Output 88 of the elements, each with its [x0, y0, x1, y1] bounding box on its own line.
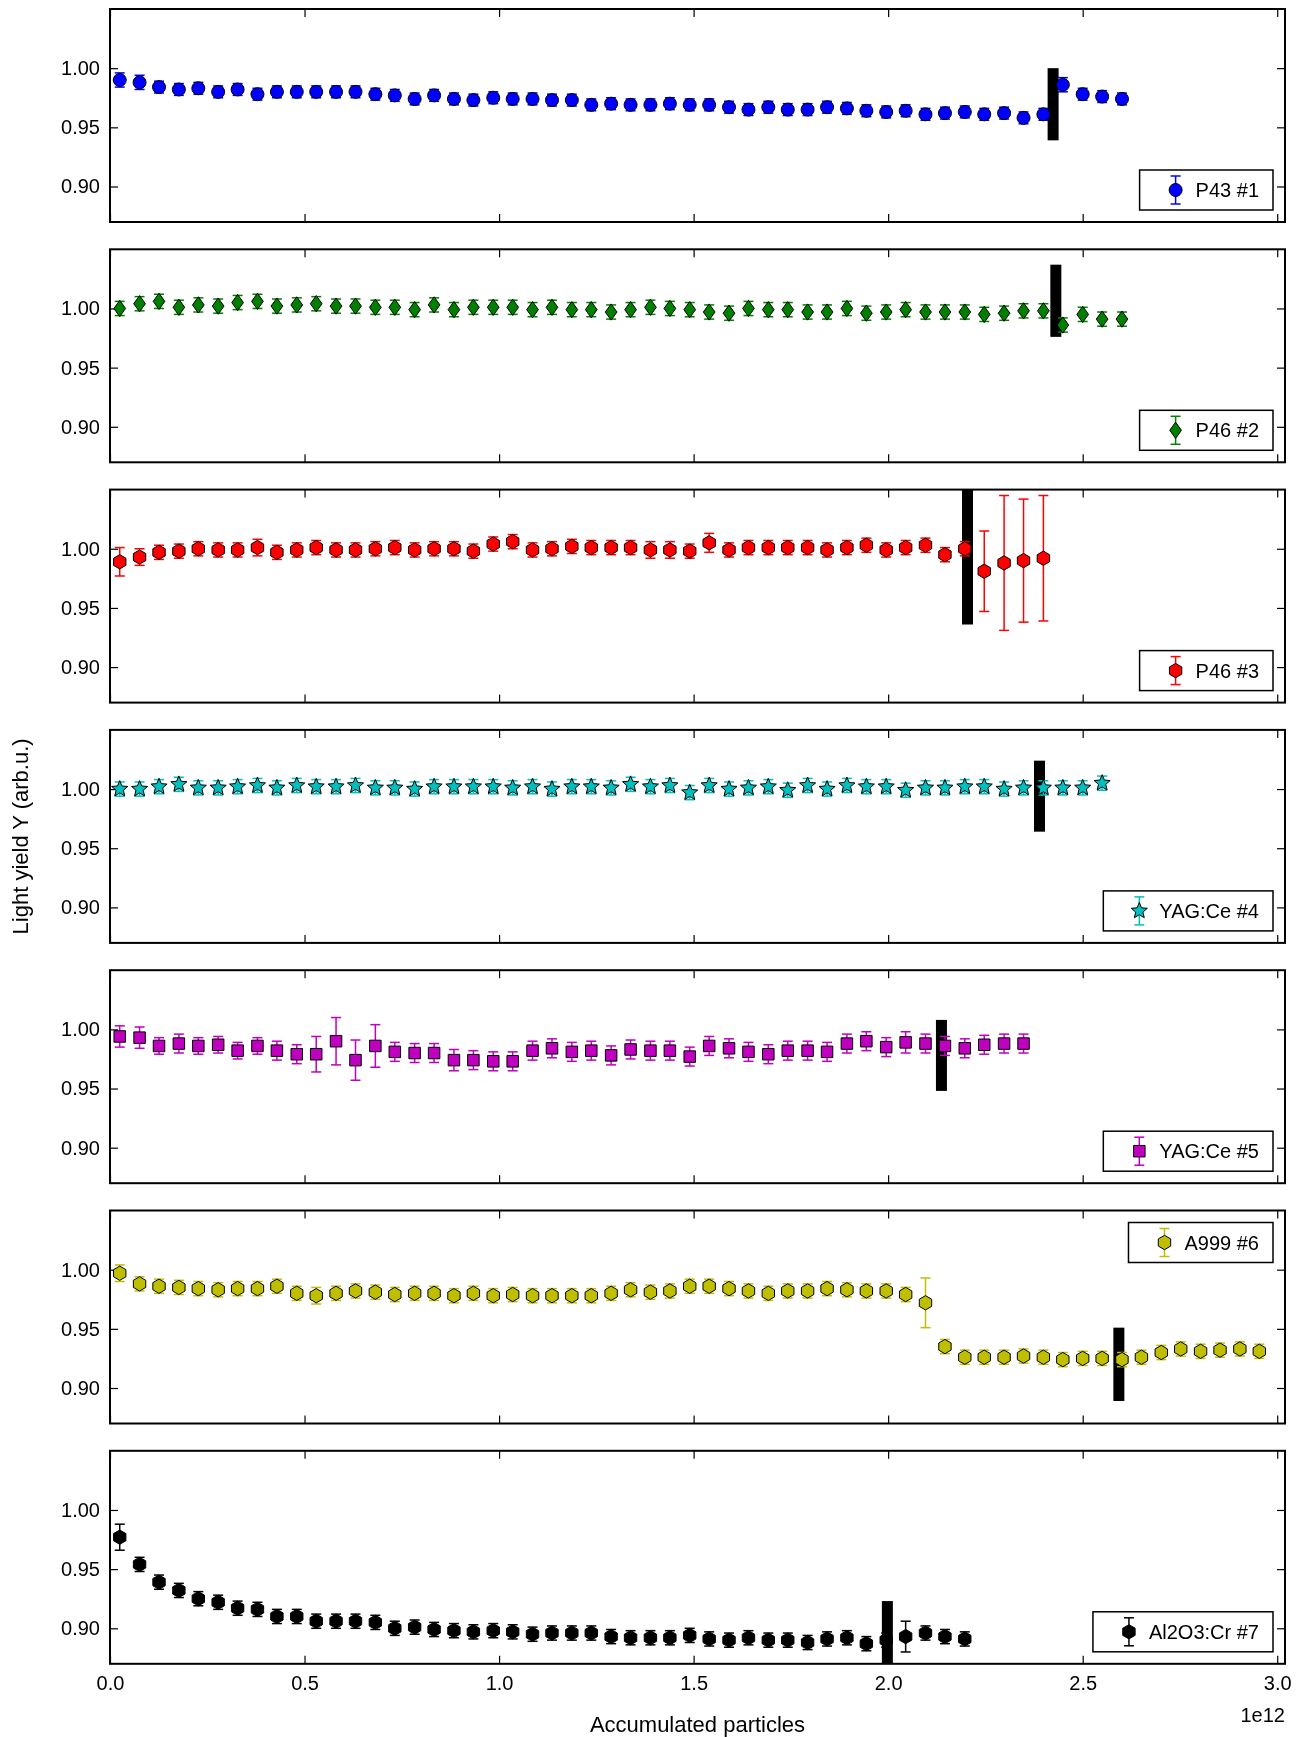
point [978, 1038, 991, 1051]
y-tick-label: 1.00 [61, 1258, 100, 1281]
point [290, 1047, 303, 1061]
legend-label: YAG:Ce #4 [1159, 899, 1259, 922]
point [762, 1047, 775, 1061]
point [408, 1046, 421, 1060]
text: 1e12 [1240, 1703, 1285, 1726]
legend-label: P46 #2 [1195, 419, 1259, 442]
x-tick-label: 0.0 [96, 1672, 125, 1694]
point [467, 1053, 480, 1067]
point [309, 1047, 323, 1061]
y-tick-label: 0.90 [61, 415, 100, 438]
point [388, 1045, 402, 1059]
point [113, 1030, 126, 1043]
legend-label: Al2O3:Cr #7 [1148, 1620, 1259, 1643]
point [133, 1031, 146, 1044]
point [742, 1045, 755, 1059]
y-tick-label: 0.90 [61, 1136, 100, 1159]
y-tick-label: 1.00 [61, 1498, 100, 1521]
point [349, 1053, 362, 1067]
point [329, 1034, 343, 1048]
y-tick-label: 0.95 [61, 1077, 100, 1100]
point [899, 1036, 912, 1049]
point [506, 1055, 519, 1068]
y-tick-label: 0.95 [61, 596, 100, 619]
point [722, 1042, 736, 1055]
point [938, 1039, 952, 1053]
y-tick-label: 1.00 [61, 777, 100, 800]
point [997, 555, 1011, 571]
point [820, 1045, 834, 1059]
legend-label: P43 #1 [1195, 179, 1259, 201]
point [1036, 550, 1051, 566]
point [879, 1040, 893, 1054]
point [369, 1039, 382, 1053]
y-tick-label: 1.00 [61, 537, 100, 560]
x-tick-label: 0.5 [291, 1672, 319, 1694]
point [624, 1043, 637, 1056]
point [683, 1050, 696, 1063]
y-tick-label: 0.90 [61, 175, 100, 198]
point [918, 1295, 933, 1311]
point [781, 1044, 795, 1057]
point [801, 1044, 814, 1057]
point [447, 1053, 461, 1067]
y-tick-label: 0.95 [61, 356, 100, 379]
point [545, 1042, 559, 1055]
point [860, 1034, 873, 1048]
point [113, 554, 127, 570]
y-tick-label: 0.95 [61, 116, 100, 139]
y-tick-label: 1.00 [61, 57, 100, 80]
y-tick-label: 0.95 [61, 1558, 100, 1581]
x-axis-title: Accumulated particles [589, 1711, 806, 1737]
y-axis-title: Light yield Y (arb.u.) [8, 738, 33, 935]
x-tick-label: 2.5 [1069, 1672, 1098, 1694]
y-tick-label: 0.90 [61, 1376, 100, 1399]
y-tick-label: 0.95 [61, 837, 100, 860]
point [526, 1044, 539, 1057]
point [1017, 1037, 1030, 1050]
point [644, 1044, 657, 1057]
x-tick-label: 2.0 [874, 1672, 903, 1694]
point [604, 1049, 618, 1062]
y-tick-label: 0.90 [61, 1617, 100, 1640]
y-tick-label: 1.00 [61, 1018, 100, 1041]
point [898, 1628, 913, 1645]
x-tick-label: 1.5 [680, 1672, 709, 1694]
point [977, 563, 991, 579]
point [958, 1042, 972, 1055]
point [486, 1055, 500, 1068]
point [427, 1046, 441, 1060]
y-tick-label: 0.90 [61, 896, 100, 919]
y-tick-label: 0.95 [61, 1317, 100, 1340]
point [702, 1039, 716, 1053]
point [840, 1037, 854, 1050]
point [113, 1529, 127, 1545]
point [919, 1037, 932, 1050]
x-tick-label: 1.0 [485, 1672, 514, 1694]
point [270, 1044, 284, 1057]
legend-label: P46 #3 [1195, 659, 1259, 682]
point [585, 1044, 598, 1057]
point [1016, 552, 1031, 569]
y-tick-label: 0.90 [61, 656, 100, 678]
point [663, 1044, 677, 1057]
point [565, 1045, 579, 1059]
x-tick-label: 3.0 [1263, 1672, 1292, 1694]
y-tick-label: 1.00 [61, 297, 100, 320]
point [997, 1037, 1011, 1050]
point [172, 1037, 186, 1050]
legend-label: A999 #6 [1184, 1231, 1259, 1254]
legend-label: YAG:Ce #5 [1159, 1140, 1259, 1163]
